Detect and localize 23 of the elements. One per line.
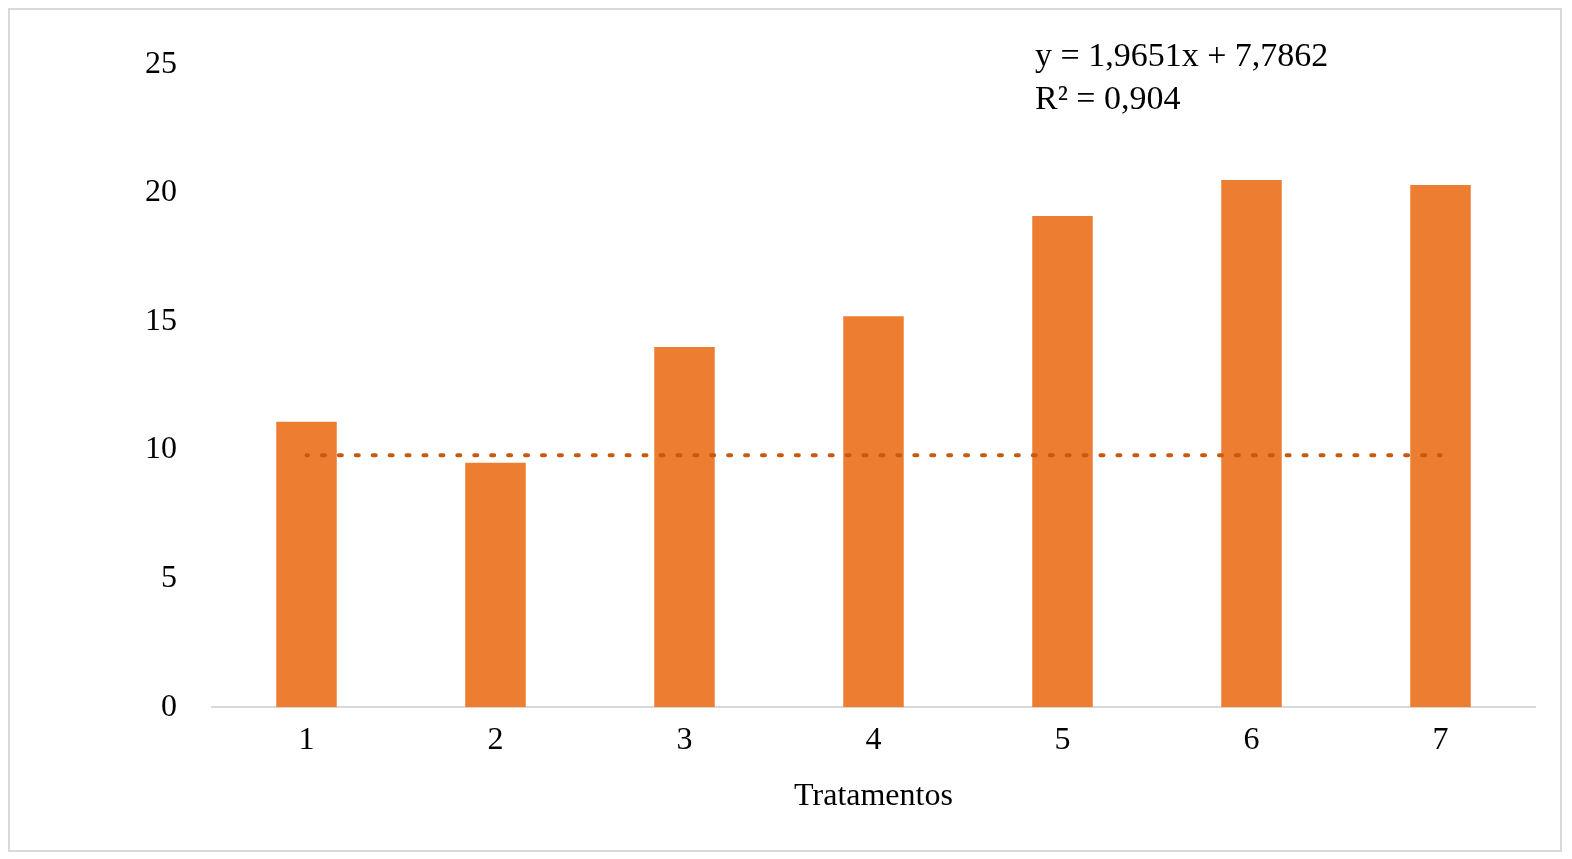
y-tick-label: 10 <box>145 429 177 466</box>
x-tick-label: 1 <box>298 719 315 756</box>
bar <box>465 462 526 708</box>
annotation: R² = 0,904 <box>1035 78 1181 116</box>
bar <box>276 421 337 708</box>
y-tick-label: 5 <box>161 558 177 595</box>
x-tick-label: 5 <box>1054 719 1071 756</box>
x-tick-label: 3 <box>676 719 693 756</box>
bar <box>1032 215 1093 708</box>
bar <box>1410 185 1471 708</box>
y-tick-label: 25 <box>145 43 177 80</box>
bar <box>654 347 715 708</box>
y-tick-label: 15 <box>145 300 177 337</box>
bar <box>843 316 904 708</box>
x-tick-label: 4 <box>865 719 882 756</box>
y-tick-label: 20 <box>145 172 177 209</box>
x-axis-title: Tratamentos <box>794 776 953 813</box>
x-tick-label: 6 <box>1243 719 1260 756</box>
annotation: y = 1,9651x + 7,7862 <box>1035 35 1329 73</box>
x-tick-label: 7 <box>1432 719 1449 756</box>
bar <box>1221 179 1282 708</box>
y-tick-label: 0 <box>161 686 177 723</box>
x-tick-label: 2 <box>487 719 504 756</box>
